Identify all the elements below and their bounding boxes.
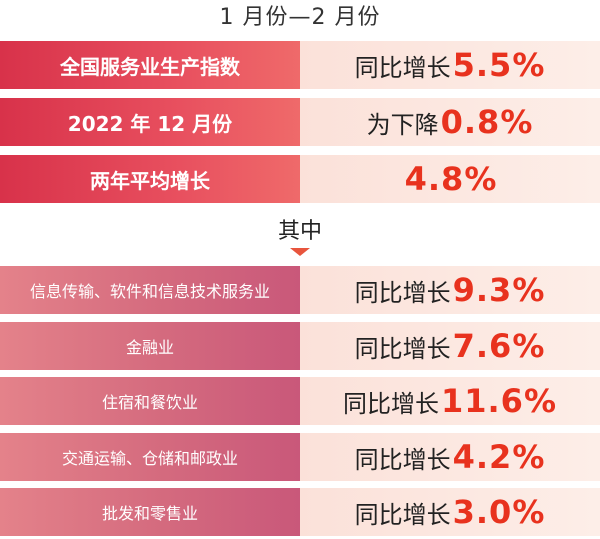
- value-number: 4.2%: [452, 438, 546, 476]
- row-label: 信息传输、软件和信息技术服务业: [0, 266, 300, 314]
- stat-row-wholesale-retail: 批发和零售业 同比增长 3.0%: [0, 488, 600, 536]
- down-arrow-icon: [290, 248, 310, 256]
- row-value-cell: 同比增长 9.3%: [300, 266, 600, 314]
- stat-row-finance: 金融业 同比增长 7.6%: [0, 322, 600, 370]
- row-label: 两年平均增长: [0, 155, 300, 203]
- row-value-cell: 同比增长 11.6%: [300, 377, 600, 425]
- period-title: 1 月份—2 月份: [219, 5, 381, 30]
- row-value-cell: 为下降 0.8%: [300, 98, 600, 146]
- row-value-cell: 同比增长 3.0%: [300, 488, 600, 536]
- section-divider: 其中: [0, 218, 600, 256]
- row-label: 2022 年 12 月份: [0, 98, 300, 146]
- value-number: 9.3%: [452, 271, 546, 309]
- divider-label: 其中: [277, 219, 322, 244]
- row-value-cell: 同比增长 7.6%: [300, 322, 600, 370]
- value-number: 7.6%: [452, 327, 546, 365]
- stat-row-two-year-avg: 两年平均增长 4.8%: [0, 155, 600, 203]
- row-value-cell: 4.8%: [300, 155, 600, 203]
- row-label: 金融业: [0, 322, 300, 370]
- row-label: 交通运输、仓储和邮政业: [0, 433, 300, 481]
- value-prefix: 同比增长: [354, 53, 451, 82]
- row-label: 住宿和餐饮业: [0, 377, 300, 425]
- value-number: 4.8%: [404, 160, 498, 198]
- stat-row-service-index: 全国服务业生产指数 同比增长 5.5%: [0, 41, 600, 89]
- row-label: 全国服务业生产指数: [0, 41, 300, 89]
- value-number: 11.6%: [440, 382, 557, 420]
- value-prefix: 同比增长: [354, 445, 451, 474]
- value-number: 5.5%: [452, 46, 546, 84]
- row-value-cell: 同比增长 4.2%: [300, 433, 600, 481]
- value-prefix: 同比增长: [354, 278, 451, 307]
- value-number: 0.8%: [440, 103, 534, 141]
- value-number: 3.0%: [452, 493, 546, 531]
- stat-row-dec-2022: 2022 年 12 月份 为下降 0.8%: [0, 98, 600, 146]
- value-prefix: 同比增长: [342, 389, 439, 418]
- stat-row-transport: 交通运输、仓储和邮政业 同比增长 4.2%: [0, 433, 600, 481]
- stat-row-hospitality: 住宿和餐饮业 同比增长 11.6%: [0, 377, 600, 425]
- row-value-cell: 同比增长 5.5%: [300, 41, 600, 89]
- value-prefix: 同比增长: [354, 500, 451, 529]
- stat-row-it-services: 信息传输、软件和信息技术服务业 同比增长 9.3%: [0, 266, 600, 314]
- value-prefix: 同比增长: [354, 334, 451, 363]
- value-prefix: 为下降: [366, 110, 439, 139]
- row-label: 批发和零售业: [0, 488, 300, 536]
